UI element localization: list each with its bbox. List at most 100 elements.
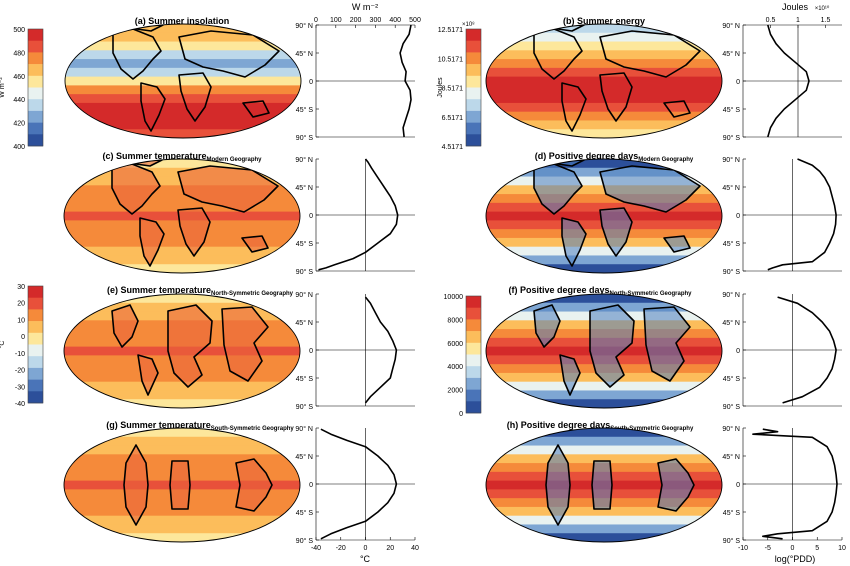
colorbar-swatch: [466, 75, 481, 88]
profile-col2-top-exponent: ×10¹⁰: [815, 5, 830, 12]
profile-lat-label: 90° N: [295, 156, 313, 164]
map-a-fill: [65, 24, 301, 138]
map-h-band: [486, 524, 722, 534]
panel-f-subscript: North-Symmetric Geography: [610, 291, 693, 297]
profile-line: [399, 24, 412, 138]
profile-lat-label: 45° N: [722, 453, 740, 461]
map-e-outline: [63, 293, 301, 409]
profile-lat-label: 0: [309, 79, 313, 86]
colorbar-swatch: [28, 52, 43, 65]
profile-lat-label: 90° S: [723, 403, 741, 411]
panel-d-subscript: Modern Geography: [638, 157, 694, 163]
profile-lat-label: 0: [736, 79, 740, 86]
map-c-coastlines: [111, 159, 279, 267]
map-a-band: [65, 76, 301, 86]
map-b-band: [486, 50, 722, 60]
profile-b: 90° N 45° N 0 45° S 90° S: [722, 22, 842, 142]
colorbar-swatch: [28, 110, 43, 123]
colorbar-swatch: [466, 64, 481, 77]
map-c-band: [64, 264, 300, 273]
colorbar-tick-label: 440: [13, 97, 25, 104]
colorbar-swatch: [28, 75, 43, 88]
map-c-band: [64, 194, 300, 204]
map-b-band: [486, 111, 722, 121]
colorbar-tick-label: 4.5171: [442, 144, 464, 151]
profile-c: 90° N 45° N 0 45° S 90° S: [295, 156, 415, 276]
colorbar-tick-label: 8.5171: [442, 86, 464, 93]
map-b-band: [486, 24, 722, 34]
coastline-path: [177, 207, 211, 257]
map-g-band: [64, 515, 300, 525]
profile-f: 90° N 45° N 0 45° S 90° S: [722, 291, 842, 411]
colorbar-frame: [27, 28, 44, 147]
map-a-outline: [64, 23, 302, 139]
coastline-path: [221, 306, 269, 382]
colorbar-1: 500 480 460 440 420 400 W m⁻²: [0, 27, 44, 151]
profile-axis-labels: W m⁻² °C Joules ×10¹⁰ log(°PDD): [352, 2, 830, 564]
profile-col1-top-axis: 0 100 200 300 400 500: [314, 17, 421, 28]
map-b: (b) Summer energy: [485, 16, 723, 139]
colorbar-frame: [27, 285, 44, 404]
map-b-band: [486, 76, 722, 86]
colorbar-swatch: [28, 356, 43, 369]
map-c-band: [64, 237, 300, 248]
profile-lat-label: 90° S: [296, 537, 314, 545]
map-g-band: [64, 428, 300, 438]
panel-f-title: (f) Positive degree daysNorth-Symmetric …: [508, 285, 692, 297]
profile-col1-bottom-label: °C: [360, 554, 371, 564]
profile-lat-label: 90° N: [295, 291, 313, 299]
map-d-band: [486, 185, 722, 195]
colorbar-swatch: [28, 134, 43, 147]
colorbar-swatch: [466, 52, 481, 65]
map-h: (h) Positive degree daysSouth-Symmetric …: [485, 420, 723, 543]
coastline-path: [545, 444, 571, 526]
coastline-path: [591, 460, 613, 510]
map-b-band: [486, 120, 722, 130]
map-d: (d) Positive degree daysModern Geography: [485, 151, 723, 274]
panel-e-title: (e) Summer temperatureNorth-Symmetric Ge…: [107, 285, 294, 297]
profile-top-tick-label: 400: [389, 17, 401, 24]
profile-top-tick-label: 300: [370, 17, 382, 24]
map-d-band: [486, 246, 722, 256]
map-h-band: [486, 506, 722, 517]
profile-lat-label: 90° N: [722, 425, 740, 433]
profile-bottom-tick-label: 10: [838, 545, 846, 552]
panel-c-subscript: Modern Geography: [207, 157, 263, 163]
profile-line: [752, 428, 838, 540]
map-f-band: [486, 399, 722, 408]
colorbar-tick-label: 400: [13, 144, 25, 151]
coastline-path: [177, 165, 279, 213]
panel-d-title-text: (d) Positive degree days: [535, 151, 639, 161]
map-c: (c) Summer temperatureModern Geography: [63, 151, 301, 274]
profile-lat-label: 0: [736, 213, 740, 220]
map-h-fill: [486, 428, 722, 542]
colorbar-tick-label: 0: [459, 411, 463, 418]
panel-c-title-text: (c) Summer temperature: [102, 151, 206, 161]
map-d-band: [486, 159, 722, 169]
coastline-path: [663, 235, 691, 253]
map-b-band: [486, 59, 722, 69]
colorbar-swatch: [28, 122, 43, 135]
map-c-fill: [64, 159, 300, 273]
colorbar-swatch: [28, 344, 43, 357]
profile-lat-label: 90° N: [722, 156, 740, 164]
profile-lat-label: 45° S: [296, 106, 314, 114]
colorbar-tick-label: 6.5171: [442, 115, 464, 122]
profile-line: [767, 24, 810, 138]
colorbar-swatch: [28, 40, 43, 53]
coastline-path: [123, 444, 149, 526]
map-d-band: [486, 264, 722, 273]
profile-lat-label: 45° S: [723, 106, 741, 114]
map-h-outline: [485, 427, 723, 543]
colorbars: 500 480 460 440 420 400 W m⁻² 12.5171 10.5171 8.5…: [0, 21, 482, 418]
coastline-path: [643, 306, 691, 382]
panel-b-title-text: (b) Summer energy: [563, 16, 645, 26]
colorbar-swatch: [466, 319, 481, 332]
colorbar-swatch: [466, 354, 481, 367]
panel-h-title: (h) Positive degree daysSouth-Symmetric …: [507, 420, 694, 432]
colorbar-tick-label: 30: [17, 284, 25, 291]
coastline-path: [242, 100, 270, 118]
colorbar-swatch: [466, 366, 481, 379]
colorbar-swatch: [466, 110, 481, 123]
map-a: (a) Summer insolation: [64, 16, 302, 139]
